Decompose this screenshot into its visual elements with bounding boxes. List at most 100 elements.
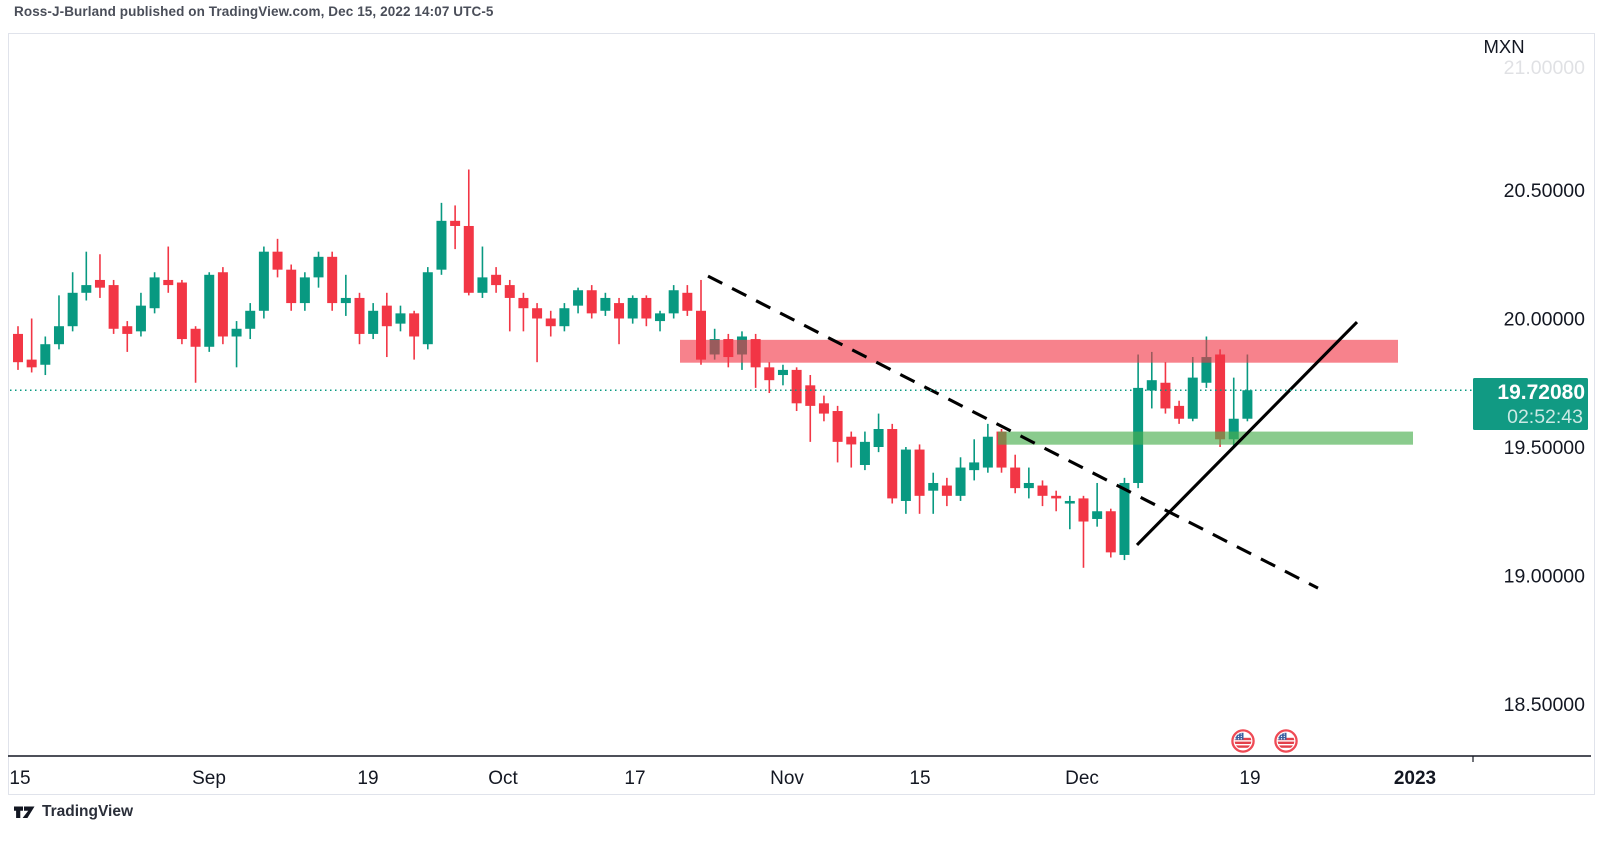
- candle: [108, 279, 119, 334]
- candle: [1215, 349, 1226, 447]
- candle: [258, 246, 269, 319]
- price-tick-label: 18.50000: [1504, 694, 1585, 716]
- ascending-solid-trendline[interactable]: [1135, 321, 1359, 547]
- price-axis-labels[interactable]: 20.50000 20.00000 19.50000 19.00000 18.50000: [1504, 180, 1585, 716]
- candle: [286, 264, 297, 311]
- candle: [969, 439, 980, 481]
- candle: [545, 310, 556, 337]
- candle: [518, 292, 529, 332]
- candle: [1133, 354, 1144, 489]
- candle: [982, 423, 993, 473]
- time-tick-label: 19: [357, 768, 378, 789]
- candle: [1078, 495, 1089, 568]
- us-flag-event-icon[interactable]: [1274, 729, 1298, 753]
- candle: [1119, 477, 1130, 561]
- event-flags-layer[interactable]: [1231, 729, 1298, 753]
- candle: [777, 364, 788, 386]
- bar-countdown: 02:52:43: [1507, 406, 1583, 428]
- candle: [1023, 467, 1034, 499]
- candle: [1092, 482, 1103, 527]
- candle: [655, 310, 666, 332]
- candle: [135, 292, 146, 337]
- last-price-badge[interactable]: 19.72080 02:52:43: [1473, 378, 1588, 430]
- us-flag-event-icon[interactable]: [1231, 729, 1255, 753]
- candle: [13, 326, 23, 370]
- candle: [340, 274, 351, 316]
- candle: [914, 444, 925, 514]
- candle: [40, 336, 51, 376]
- candle: [94, 254, 105, 298]
- candle: [409, 310, 420, 360]
- candle: [190, 326, 201, 383]
- time-tick-label: Dec: [1065, 768, 1099, 789]
- candle: [1160, 362, 1171, 414]
- candle: [1064, 495, 1075, 530]
- candle: [204, 272, 215, 352]
- candle: [26, 318, 37, 373]
- candle: [313, 251, 324, 288]
- candle: [354, 292, 365, 345]
- zones-layer: [680, 339, 1413, 445]
- candle: [149, 272, 160, 314]
- candle: [422, 267, 433, 350]
- time-tick-label: 15: [9, 768, 30, 789]
- candle: [1105, 508, 1116, 558]
- candle: [436, 202, 447, 275]
- chart-frame-border: [8, 33, 1595, 795]
- time-tick-label: Nov: [770, 768, 804, 789]
- candle: [1051, 490, 1062, 512]
- candle: [299, 272, 310, 311]
- publish-byline: Ross-J-Burland published on TradingView.…: [14, 4, 494, 19]
- candle: [805, 375, 816, 442]
- candle: [53, 295, 64, 350]
- candle: [245, 303, 256, 340]
- candle: [941, 477, 952, 507]
- time-axis-labels[interactable]: 15 Sep 19 Oct 17 Nov 15 Dec 19 2023: [9, 768, 1436, 789]
- price-tick-label: 19.00000: [1504, 566, 1585, 588]
- support-demand-zone[interactable]: [998, 431, 1413, 445]
- candle: [600, 292, 611, 316]
- candle: [1242, 354, 1253, 422]
- candle: [395, 305, 406, 332]
- candle: [641, 295, 652, 327]
- tradingview-brand: TradingView: [42, 803, 134, 820]
- candle: [559, 303, 570, 332]
- candle: [928, 472, 939, 514]
- candle: [217, 267, 228, 345]
- candle: [627, 295, 638, 324]
- last-price-value: 19.72080: [1497, 381, 1585, 404]
- candle: [614, 297, 625, 345]
- candle: [764, 362, 775, 394]
- price-tick-label: 20.50000: [1504, 180, 1585, 202]
- candle: [887, 423, 898, 504]
- candle: [176, 279, 187, 345]
- candle: [327, 251, 338, 311]
- candle: [163, 246, 174, 293]
- candle: [491, 267, 502, 293]
- candle: [586, 285, 597, 319]
- candle: [1010, 454, 1021, 494]
- tradingview-footer: TradingView: [14, 803, 133, 821]
- candle: [1187, 357, 1198, 422]
- candles-layer: [13, 169, 1253, 568]
- time-tick-label: 15: [909, 768, 930, 789]
- candle: [859, 431, 870, 471]
- resistance-supply-zone[interactable]: [680, 339, 1398, 363]
- candle: [818, 395, 829, 422]
- price-tick-label: 20.00000: [1504, 309, 1585, 331]
- price-tick-label: 19.50000: [1504, 437, 1585, 459]
- descending-dashed-trendline[interactable]: [707, 274, 1319, 590]
- trendlines-layer: [707, 274, 1359, 590]
- candle: [231, 321, 242, 368]
- candle: [81, 251, 92, 301]
- candle: [668, 285, 679, 319]
- candle: [477, 246, 488, 298]
- candle: [67, 272, 78, 332]
- candle: [846, 431, 857, 468]
- candle: [900, 447, 911, 514]
- time-tick-label: Sep: [192, 768, 226, 789]
- time-tick-label: 17: [624, 768, 645, 789]
- tradingview-logo-icon: [14, 804, 35, 821]
